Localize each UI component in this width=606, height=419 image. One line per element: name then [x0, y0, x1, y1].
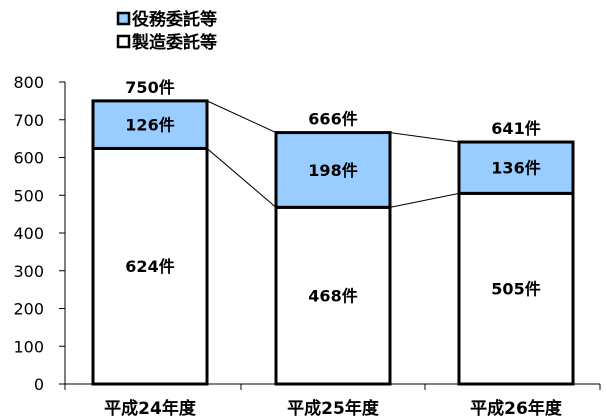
legend-swatch-manufacturing	[116, 34, 131, 49]
series-lines	[206, 100, 460, 208]
x-category-label: 平成26年度	[470, 398, 563, 419]
y-axis: 0 100 200 300 400 500 600 700 800	[13, 73, 601, 394]
data-label-manufacturing: 624件	[125, 257, 174, 276]
series-line-total	[389, 132, 460, 143]
x-category-label: 平成24年度	[104, 398, 197, 419]
data-label-manufacturing: 505件	[491, 280, 540, 299]
data-label-total: 641件	[491, 119, 540, 138]
y-tick-label: 400	[13, 224, 44, 243]
y-tick-label: 600	[13, 149, 44, 168]
bar-segment-services	[91, 99, 209, 150]
y-tick-label: 200	[13, 300, 44, 319]
legend-label-services: 役務委託等	[132, 9, 217, 30]
series-line-manufacturing	[206, 148, 277, 208]
series-line-total	[206, 100, 277, 134]
series-line-manufacturing	[389, 192, 460, 208]
y-tick-label: 800	[13, 73, 44, 92]
y-tick-label: 700	[13, 111, 44, 130]
data-label-total: 666件	[308, 110, 357, 129]
y-tick-label: 100	[13, 337, 44, 356]
legend-label-manufacturing: 製造委託等	[131, 32, 217, 53]
data-label-manufacturing: 468件	[308, 287, 357, 306]
bar-segment-services	[457, 140, 575, 195]
data-label-total: 750件	[125, 78, 174, 97]
bar-segment-manufacturing	[457, 191, 575, 386]
data-label-services: 198件	[308, 161, 357, 180]
x-category-label: 平成25年度	[287, 398, 380, 419]
legend-swatch-services	[116, 11, 131, 26]
y-tick-label: 0	[34, 375, 44, 394]
y-tick-label: 300	[13, 262, 44, 281]
y-tick-label: 500	[13, 186, 44, 205]
data-label-services: 126件	[125, 116, 174, 135]
bar-segment-services	[274, 131, 392, 209]
bars	[91, 99, 575, 386]
data-label-services: 136件	[491, 159, 540, 178]
